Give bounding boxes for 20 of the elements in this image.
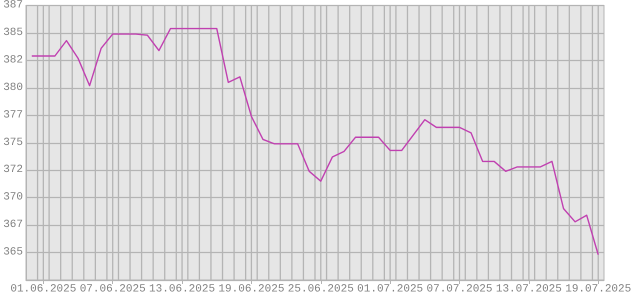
x-tick-label: 01.06.2025 xyxy=(10,284,76,296)
y-tick-label: 380 xyxy=(3,82,23,94)
x-tick-label: 07.06.2025 xyxy=(80,284,146,296)
line-series xyxy=(31,28,599,256)
y-tick-label: 370 xyxy=(3,192,23,204)
y-tick-label: 367 xyxy=(3,219,23,232)
y-tick-label: 385 xyxy=(3,26,23,39)
x-tick-label: 19.07.2025 xyxy=(565,284,632,296)
x-tick-label: 13.07.2025 xyxy=(496,284,562,296)
y-tick-label: 365 xyxy=(3,246,23,259)
x-tick-label: 13.06.2025 xyxy=(149,284,216,296)
x-tick-label: 01.07.2025 xyxy=(357,284,424,296)
y-tick-label: 372 xyxy=(3,164,23,176)
y-tick-label: 377 xyxy=(3,109,23,122)
y-tick-label: 375 xyxy=(3,136,23,149)
x-tick-label: 25.06.2025 xyxy=(288,284,354,296)
x-tick-label: 07.07.2025 xyxy=(426,284,493,296)
y-tick-label: 382 xyxy=(3,54,23,66)
x-tick-label: 19.06.2025 xyxy=(218,284,284,296)
y-tick-label: 387 xyxy=(3,0,23,12)
